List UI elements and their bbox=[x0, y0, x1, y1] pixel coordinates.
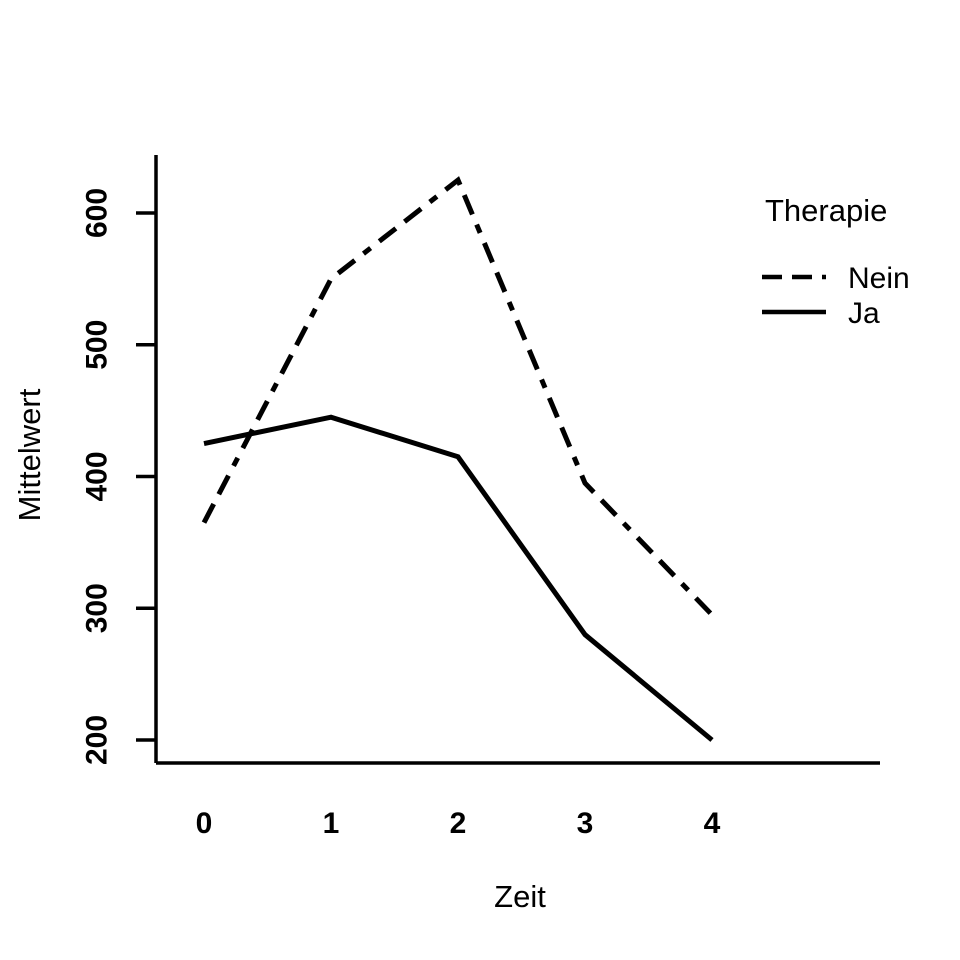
legend-title: Therapie bbox=[765, 193, 887, 228]
y-tick-label: 300 bbox=[81, 583, 114, 633]
x-tick-label: 1 bbox=[323, 807, 340, 840]
x-tick-label: 4 bbox=[704, 807, 721, 840]
y-tick-label: 500 bbox=[81, 320, 114, 370]
data-series-lines bbox=[201, 176, 714, 742]
y-tick-label: 400 bbox=[81, 451, 114, 501]
y-axis-title: Mittelwert bbox=[12, 388, 47, 521]
legend-label-nein: Nein bbox=[848, 262, 910, 295]
x-tick-label: 0 bbox=[196, 807, 213, 840]
x-tick-label: 3 bbox=[577, 807, 594, 840]
x-axis-tick-labels: 0 1 2 3 4 bbox=[196, 807, 721, 840]
series-line-nein bbox=[201, 176, 714, 617]
y-tick-label: 600 bbox=[81, 188, 114, 238]
y-axis-ticks bbox=[136, 211, 156, 742]
y-tick-label: 200 bbox=[81, 715, 114, 765]
x-axis-title: Zeit bbox=[494, 879, 546, 914]
x-tick-label: 2 bbox=[450, 807, 467, 840]
y-axis-tick-labels: 200 300 400 500 600 bbox=[81, 188, 114, 765]
series-line-ja bbox=[203, 414, 714, 742]
legend-label-ja: Ja bbox=[848, 297, 880, 330]
legend: Therapie Nein Ja bbox=[762, 193, 910, 330]
